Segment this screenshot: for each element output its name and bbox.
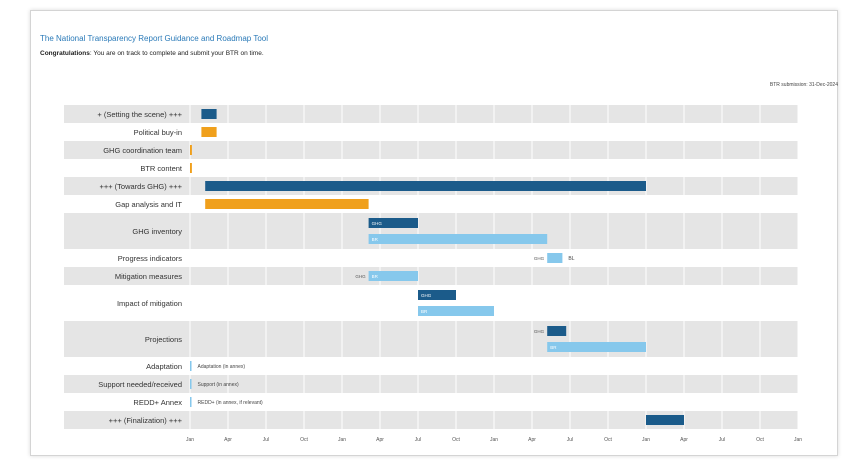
gantt-bar — [368, 234, 548, 244]
task-label: +++ (Towards GHG) +++ — [99, 182, 182, 191]
x-tick-label: Jan — [490, 437, 498, 443]
status-rest: : You are on track to complete and submi… — [89, 50, 264, 57]
bar-post-label: BL — [568, 256, 574, 262]
task-label: GHG inventory — [132, 227, 182, 236]
row-band — [64, 321, 798, 357]
bar-label: BR — [421, 309, 428, 314]
gantt-bar — [190, 397, 192, 407]
gantt-bar — [190, 361, 192, 371]
row-band — [64, 411, 798, 429]
status-strong: Congratulations — [40, 50, 90, 57]
bar-label: BR — [372, 274, 379, 279]
task-label: GHG coordination team — [103, 146, 182, 155]
x-tick-label: Jul — [415, 437, 421, 443]
bar-label: GHG — [421, 293, 432, 298]
task-label: + (Setting the scene) +++ — [97, 110, 182, 119]
x-tick-label: Jan — [338, 437, 346, 443]
row-band — [64, 105, 798, 123]
x-tick-label: Jul — [719, 437, 725, 443]
task-label: Progress indicators — [118, 254, 182, 263]
gantt-bar — [547, 253, 563, 263]
row-band — [64, 375, 798, 393]
gantt-bar — [418, 290, 456, 300]
gantt-bar — [205, 199, 369, 209]
gantt-bar — [646, 415, 684, 425]
row-band — [64, 267, 798, 285]
bar-label: BR — [372, 237, 379, 242]
bar-pre-label: GHG — [534, 329, 545, 334]
x-tick-label: Jan — [186, 437, 194, 443]
bar-post-label: Support (in annex) — [198, 382, 239, 388]
task-label: Impact of mitigation — [117, 299, 182, 308]
gantt-bar — [205, 181, 646, 191]
x-tick-label: Oct — [756, 437, 764, 443]
row-band — [64, 141, 798, 159]
task-label: Projections — [145, 335, 182, 344]
x-tick-label: Apr — [528, 437, 536, 443]
task-label: Adaptation — [146, 362, 182, 371]
x-tick-label: Oct — [452, 437, 460, 443]
task-label: BTR content — [140, 164, 183, 173]
gantt-bar — [201, 127, 217, 137]
gantt-bar — [190, 145, 192, 155]
x-tick-label: Jan — [794, 437, 802, 443]
status-message: Congratulations: You are on track to com… — [40, 50, 264, 57]
x-tick-label: Oct — [604, 437, 612, 443]
x-tick-label: Jul — [567, 437, 573, 443]
submission-date-note: BTR submission: 31-Dec-2024 — [769, 82, 838, 88]
gantt-bar — [547, 326, 567, 336]
bar-pre-label: GHG — [355, 274, 366, 279]
bar-label: GHG — [372, 221, 383, 226]
x-tick-label: Apr — [376, 437, 384, 443]
bar-pre-label: GHG — [534, 256, 545, 261]
x-tick-label: Apr — [224, 437, 232, 443]
gantt-bar — [418, 306, 494, 316]
bar-post-label: Adaptation (in annex) — [198, 364, 246, 370]
task-label: Mitigation measures — [115, 272, 182, 281]
task-label: Gap analysis and IT — [115, 200, 182, 209]
task-label: +++ (Finalization) +++ — [109, 416, 183, 425]
gantt-bar — [368, 271, 418, 281]
gantt-bar — [547, 342, 646, 352]
task-label: REDD+ Annex — [133, 398, 182, 407]
gantt-bar — [190, 379, 192, 389]
x-tick-label: Apr — [680, 437, 688, 443]
task-label: Support needed/received — [98, 380, 182, 389]
gantt-bar — [368, 218, 418, 228]
x-tick-label: Oct — [300, 437, 308, 443]
page-title: The National Transparency Report Guidanc… — [40, 34, 268, 43]
x-tick-label: Jan — [642, 437, 650, 443]
gantt-bar — [190, 163, 192, 173]
x-tick-label: Jul — [263, 437, 269, 443]
bar-post-label: REDD+ (in annex, if relevant) — [198, 400, 264, 406]
task-label: Political buy-in — [134, 128, 182, 137]
bar-label: BR — [550, 345, 557, 350]
gantt-bar — [201, 109, 217, 119]
